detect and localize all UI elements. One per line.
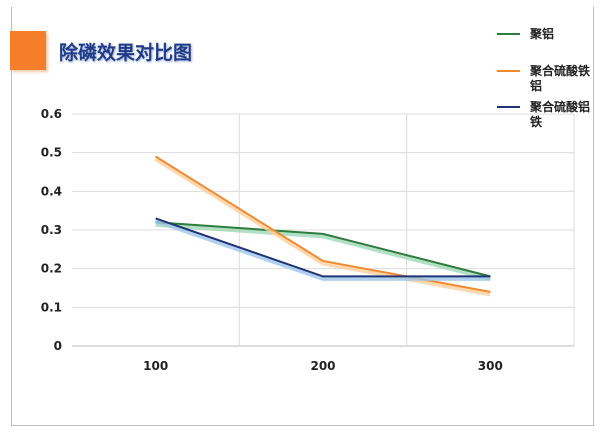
y-tick-label: 0.1	[41, 300, 62, 314]
y-tick-label: 0	[54, 339, 62, 353]
x-tick-label: 100	[143, 359, 168, 373]
legend-swatch	[497, 70, 520, 72]
y-tick-label: 0.4	[41, 184, 62, 198]
x-tick-label: 200	[310, 359, 335, 373]
y-tick-label: 0.2	[41, 262, 62, 276]
series-line-shadow	[154, 156, 491, 297]
series-line-shadow	[154, 218, 491, 281]
chart-title: 除磷效果对比图	[59, 42, 193, 64]
title-accent-block	[10, 31, 46, 70]
y-tick-label: 0.6	[41, 107, 62, 121]
legend-swatch	[497, 106, 520, 108]
y-tick-label: 0.3	[41, 223, 62, 237]
chart-frame	[11, 7, 594, 426]
y-tick-label: 0.5	[41, 146, 62, 160]
legend-label: 聚铝	[530, 27, 555, 41]
legend-label: 聚合硫酸铝铁	[530, 100, 591, 129]
legend-swatch	[497, 33, 520, 35]
series-line-shadow	[155, 221, 491, 281]
series-line	[155, 155, 491, 293]
x-tick-label: 300	[478, 359, 503, 373]
legend-label: 聚合硫酸铁铝	[530, 64, 591, 93]
